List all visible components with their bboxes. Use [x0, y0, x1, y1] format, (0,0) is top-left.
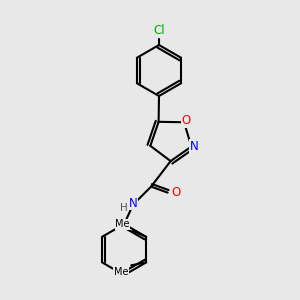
Text: O: O: [171, 186, 181, 199]
Text: Me: Me: [114, 267, 128, 277]
Text: O: O: [182, 114, 191, 127]
Text: N: N: [129, 196, 137, 210]
Text: N: N: [190, 140, 199, 153]
Text: H: H: [120, 202, 128, 213]
Text: Me: Me: [115, 219, 130, 229]
Text: Cl: Cl: [153, 25, 165, 38]
